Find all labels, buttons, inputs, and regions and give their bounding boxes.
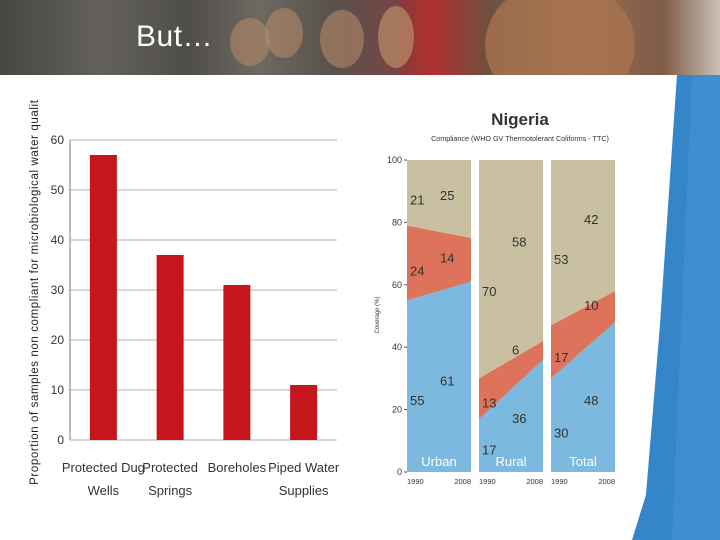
area-y-tick-label: 80	[392, 217, 402, 227]
bar-y-tick-label: 10	[51, 383, 65, 397]
slide-title: But…	[136, 20, 214, 53]
area-value-label: 21	[410, 192, 424, 207]
bar-category-label: Wells	[88, 483, 120, 498]
area-value-label: 36	[512, 411, 526, 426]
area-value-label: 24	[410, 263, 424, 278]
area-chart-title: Nigeria	[491, 110, 549, 129]
bar	[290, 385, 318, 440]
area-value-label: 61	[440, 374, 454, 389]
area-panel-rural: 17 36 13 6 70 58 Rural 1990 2008	[479, 160, 543, 486]
bar-category-label: Springs	[148, 483, 193, 498]
area-value-label: 42	[584, 212, 598, 227]
area-x-tick-label: 2008	[598, 477, 615, 486]
area-layer-top	[551, 160, 615, 326]
banner-face	[485, 0, 635, 75]
area-y-tick-label: 100	[387, 155, 402, 165]
area-value-label: 17	[554, 350, 568, 365]
bar-chart-y-axis-label: Proportion of samples non compliant for …	[29, 100, 41, 485]
bar-category-label: Piped Water	[268, 460, 340, 475]
area-value-label: 55	[410, 393, 424, 408]
area-x-tick-label: 1990	[479, 477, 496, 486]
area-x-tick-label: 2008	[526, 477, 543, 486]
area-value-label: 13	[482, 396, 496, 411]
banner-face	[265, 8, 303, 58]
area-value-label: 6	[512, 342, 519, 357]
banner-face	[378, 6, 414, 68]
area-panel-label: Urban	[421, 454, 456, 469]
banner-face	[230, 18, 270, 66]
area-value-label: 30	[554, 426, 568, 441]
area-x-tick-label: 1990	[407, 477, 424, 486]
area-layer-bottom	[479, 359, 543, 472]
bar	[89, 155, 117, 440]
area-panel-label: Rural	[495, 454, 526, 469]
area-layer-middle	[479, 340, 543, 419]
area-layer-bottom	[407, 281, 471, 472]
bar	[223, 285, 251, 440]
area-panel-urban: 55 61 24 14 21 25 Urban 1990 2008	[407, 160, 471, 486]
area-value-label: 48	[584, 393, 598, 408]
area-y-tick-label: 40	[392, 342, 402, 352]
area-value-label: 17	[482, 443, 496, 458]
bar-y-tick-label: 60	[51, 133, 65, 147]
area-layer-top	[407, 160, 471, 238]
area-layer-top	[479, 160, 543, 379]
banner-face	[320, 10, 364, 68]
area-chart-subtitle: Compliance (WHO GV Thermotolerant Colifo…	[431, 134, 609, 143]
area-value-label: 10	[584, 298, 598, 313]
area-value-label: 58	[512, 234, 526, 249]
area-value-label: 14	[440, 251, 454, 266]
area-layer-middle	[551, 291, 615, 379]
area-value-label: 25	[440, 188, 454, 203]
bar-y-tick-label: 30	[51, 283, 65, 297]
area-y-tick-label: 20	[392, 405, 402, 415]
area-value-label: 53	[554, 252, 568, 267]
bar	[156, 255, 184, 440]
area-panel-label: Total	[569, 454, 597, 469]
bar-category-label: Protected Dug	[62, 460, 145, 475]
bar-y-tick-label: 50	[51, 183, 65, 197]
area-value-label: 70	[482, 284, 496, 299]
bar-category-label: Boreholes	[208, 460, 267, 475]
bar-category-label: Protected	[142, 460, 198, 475]
area-x-tick-label: 1990	[551, 477, 568, 486]
area-chart-y-axis-label: Coverage (%)	[375, 296, 381, 333]
bar-y-tick-label: 40	[51, 233, 65, 247]
area-chart: Nigeria Compliance (WHO GV Thermotoleran…	[375, 110, 615, 486]
bar-y-tick-label: 20	[51, 333, 65, 347]
area-y-tick-label: 0	[397, 467, 402, 477]
header-photo-banner	[0, 0, 720, 75]
bar-y-tick-label: 0	[57, 433, 64, 447]
area-layer-middle	[407, 225, 471, 301]
area-layer-bottom	[551, 322, 615, 472]
bar-category-label: Supplies	[279, 483, 329, 498]
area-y-tick-label: 60	[392, 280, 402, 290]
area-x-tick-label: 2008	[454, 477, 471, 486]
bar-chart: Proportion of samples non compliant for …	[29, 100, 340, 498]
decorative-side-bar	[632, 75, 720, 540]
